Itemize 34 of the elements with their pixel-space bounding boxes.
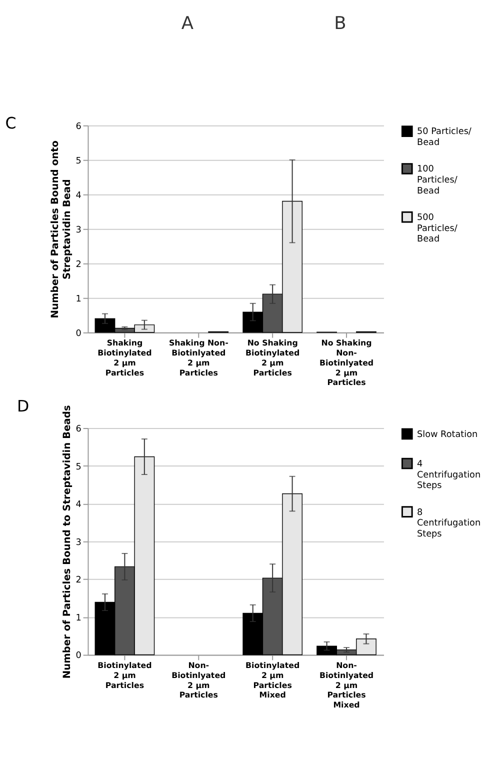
y-tick-label: 1 bbox=[76, 613, 82, 624]
y-axis-title: Number of Particles Bound onto Streptavidin Bead bbox=[50, 140, 73, 318]
x-tick-label: No Shaking Non-Biotinlyated 2 µm Particles bbox=[319, 338, 374, 388]
y-tick-label: 2 bbox=[76, 260, 82, 270]
x-tick-label: Shaking Non-Biotinlyated 2 µm Particles bbox=[168, 338, 228, 378]
y-tick-label: 5 bbox=[76, 462, 82, 472]
x-tick-label: Biotinylated 2 µm Particles Mixed bbox=[246, 661, 300, 700]
y-tick-label: 4 bbox=[76, 500, 82, 510]
x-tick-label: No Shaking Biotinylated 2 µm Particles bbox=[246, 338, 300, 378]
text: A bbox=[181, 14, 194, 34]
y-tick-label: 0 bbox=[76, 328, 82, 339]
x-tick-label: Shaking Biotinylated 2 µm Particles bbox=[98, 338, 152, 378]
x-tick-label: Non-Biotinlyated 2 µm Particles Mixed bbox=[319, 661, 374, 710]
legend-label: 50 Particles/ Bead bbox=[416, 127, 472, 148]
y-axis-title: Number of Particles Bound to Streptavidin Beads bbox=[62, 405, 73, 679]
y-tick-label: 5 bbox=[76, 156, 82, 166]
chart-title: D bbox=[17, 396, 30, 416]
legend-label: 4 Centrifugation Steps bbox=[416, 459, 481, 492]
y-tick-label: 4 bbox=[76, 190, 82, 201]
legend-label: 500 Particles/ Bead bbox=[416, 213, 458, 245]
y-tick-label: 0 bbox=[76, 651, 82, 662]
y-tick-label: 3 bbox=[76, 225, 82, 236]
y-tick-label: 3 bbox=[76, 538, 82, 548]
y-tick-label: 1 bbox=[76, 294, 82, 304]
text: B bbox=[334, 14, 346, 34]
y-tick-label: 6 bbox=[76, 424, 82, 434]
x-tick-label: Non-Biotinlyated 2 µm Particles bbox=[172, 661, 226, 700]
x-tick-label: Biotinylated 2 µm Particles bbox=[98, 661, 152, 690]
legend-label: 8 Centrifugation Steps bbox=[416, 508, 481, 540]
chart-title: C bbox=[5, 113, 16, 132]
y-tick-label: 6 bbox=[76, 122, 82, 132]
legend-label: Slow Rotation bbox=[416, 430, 478, 440]
y-tick-label: 2 bbox=[76, 576, 82, 586]
legend-label: 100 Particles/ Bead bbox=[416, 164, 458, 196]
